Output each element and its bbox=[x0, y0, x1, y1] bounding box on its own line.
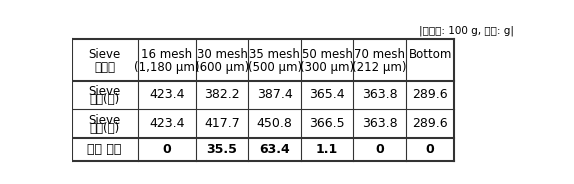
Text: (600 μm): (600 μm) bbox=[195, 61, 249, 74]
Text: Bottom: Bottom bbox=[408, 48, 452, 61]
Text: 70 mesh: 70 mesh bbox=[354, 48, 405, 61]
Text: 423.4: 423.4 bbox=[149, 88, 184, 101]
Text: 289.6: 289.6 bbox=[412, 117, 448, 130]
Text: 1.1: 1.1 bbox=[316, 143, 338, 156]
Text: 무게(전): 무게(전) bbox=[90, 93, 120, 107]
Text: (1,180 μm): (1,180 μm) bbox=[134, 61, 200, 74]
Text: 0: 0 bbox=[162, 143, 171, 156]
Text: 363.8: 363.8 bbox=[362, 88, 397, 101]
Text: Sieve: Sieve bbox=[88, 48, 121, 61]
Text: 423.4: 423.4 bbox=[149, 117, 184, 130]
Text: 35 mesh: 35 mesh bbox=[249, 48, 300, 61]
Text: 417.7: 417.7 bbox=[204, 117, 240, 130]
Text: |샘플양: 100 g, 단위: g|: |샘플양: 100 g, 단위: g| bbox=[420, 26, 514, 36]
Text: 365.4: 365.4 bbox=[309, 88, 345, 101]
Text: 16 mesh: 16 mesh bbox=[141, 48, 192, 61]
Text: 289.6: 289.6 bbox=[412, 88, 448, 101]
Text: 사이즈: 사이즈 bbox=[94, 61, 115, 74]
Text: 제품 무게: 제품 무게 bbox=[87, 143, 122, 156]
Text: 무게(후): 무게(후) bbox=[90, 122, 120, 135]
Text: 382.2: 382.2 bbox=[204, 88, 240, 101]
Text: 50 mesh: 50 mesh bbox=[302, 48, 352, 61]
Text: 63.4: 63.4 bbox=[259, 143, 290, 156]
Text: (500 μm): (500 μm) bbox=[247, 61, 302, 74]
Text: 366.5: 366.5 bbox=[309, 117, 345, 130]
Text: Sieve: Sieve bbox=[88, 85, 121, 98]
Text: 30 mesh: 30 mesh bbox=[197, 48, 247, 61]
Text: (300 μm): (300 μm) bbox=[300, 61, 354, 74]
Text: 450.8: 450.8 bbox=[257, 117, 293, 130]
Text: 35.5: 35.5 bbox=[207, 143, 238, 156]
Text: Sieve: Sieve bbox=[88, 114, 121, 127]
Text: (212 μm): (212 μm) bbox=[352, 61, 407, 74]
Text: 0: 0 bbox=[426, 143, 435, 156]
Text: 363.8: 363.8 bbox=[362, 117, 397, 130]
Text: 387.4: 387.4 bbox=[257, 88, 293, 101]
Text: 0: 0 bbox=[375, 143, 384, 156]
